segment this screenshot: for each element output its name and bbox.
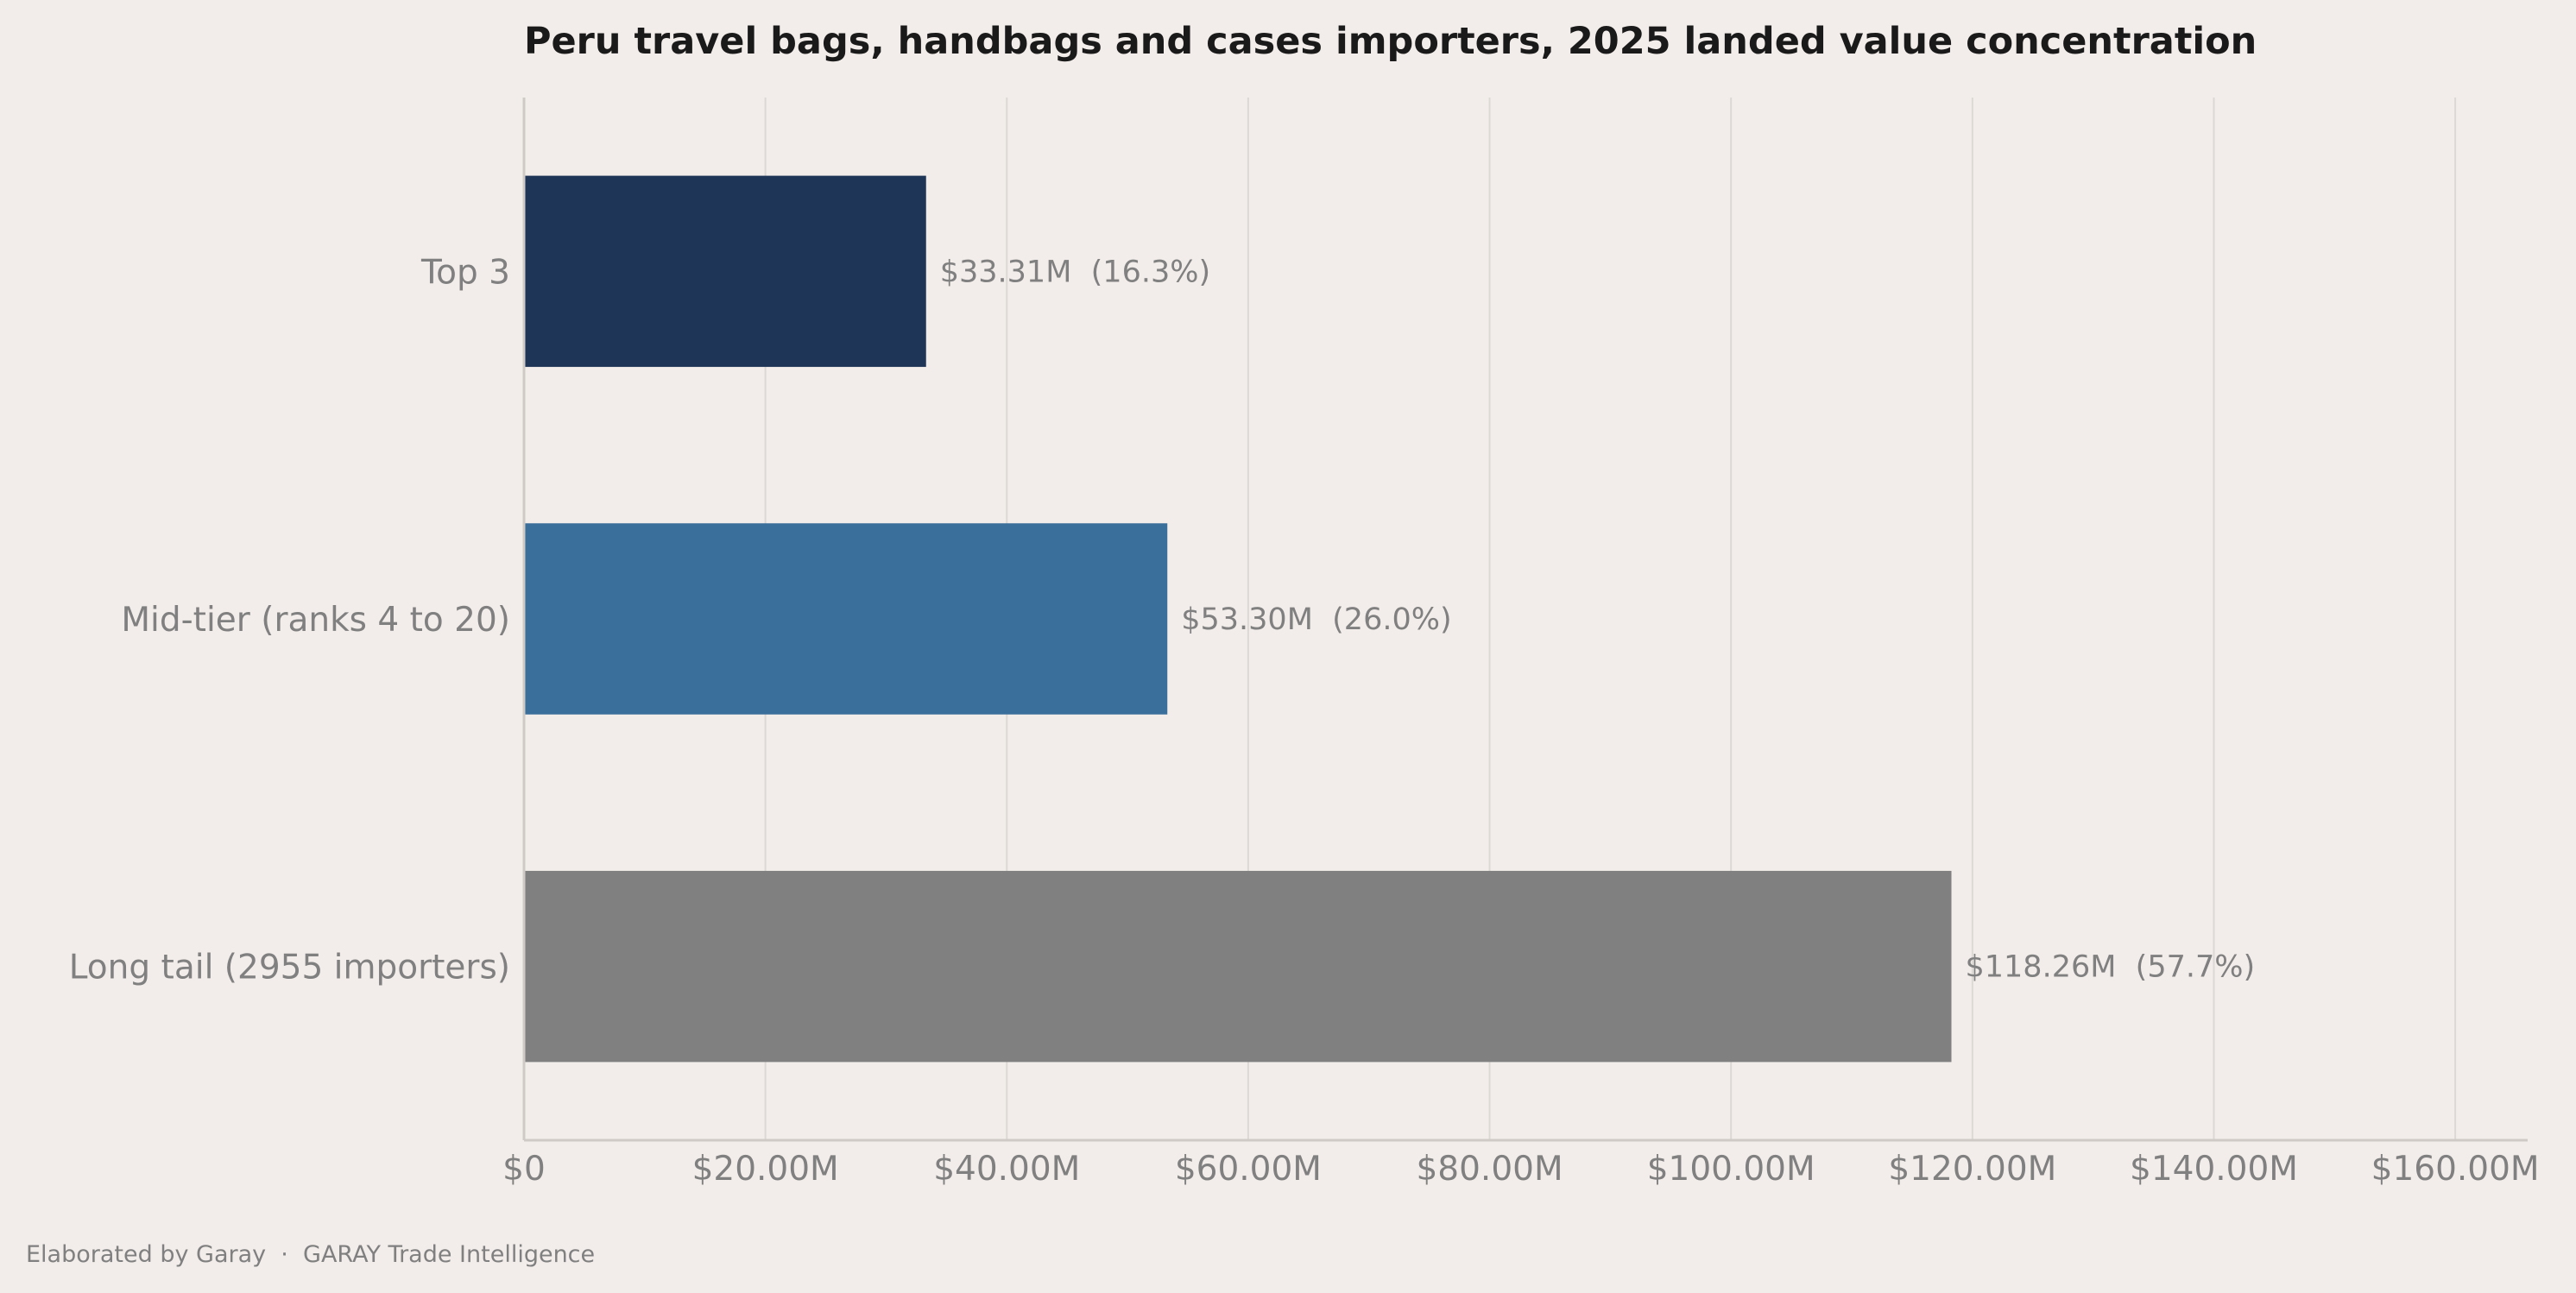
x-tick-label: $120.00M — [1888, 1150, 2056, 1189]
data-label: $53.30M (26.0%) — [1181, 602, 1451, 637]
x-tick-label: $40.00M — [933, 1150, 1080, 1189]
x-tick-label: $0 — [502, 1150, 546, 1189]
labels: Top 3 $33.31M (16.3%) Mid-tier (ranks 4 to… — [69, 253, 2255, 987]
bars — [524, 175, 1952, 1063]
x-tick-label: $140.00M — [2130, 1150, 2298, 1189]
category-label: Mid-tier (ranks 4 to 20) — [121, 601, 510, 640]
bar — [524, 175, 926, 368]
chart-title: Peru travel bags, handbags and cases imp… — [524, 20, 2257, 63]
x-tick-label: $160.00M — [2371, 1150, 2540, 1189]
x-tick-label: $100.00M — [1647, 1150, 1815, 1189]
category-label: Long tail (2955 importers) — [69, 949, 510, 987]
x-tick-labels: $0 $20.00M $40.00M $60.00M $80.00M $100.00M $1… — [502, 1150, 2539, 1189]
category-label: Top 3 — [420, 253, 510, 292]
footer-credit: Elaborated by Garay · GARAY Trade Intell… — [26, 1241, 595, 1268]
data-label: $33.31M (16.3%) — [940, 255, 1210, 289]
data-label: $118.26M (57.7%) — [1966, 950, 2256, 985]
axes — [522, 98, 2528, 1142]
bar — [524, 870, 1952, 1063]
x-tick-label: $20.00M — [692, 1150, 839, 1189]
gridlines — [764, 98, 2457, 1140]
x-tick-label: $60.00M — [1175, 1150, 1322, 1189]
x-tick-label: $80.00M — [1416, 1150, 1563, 1189]
bar — [524, 523, 1168, 715]
